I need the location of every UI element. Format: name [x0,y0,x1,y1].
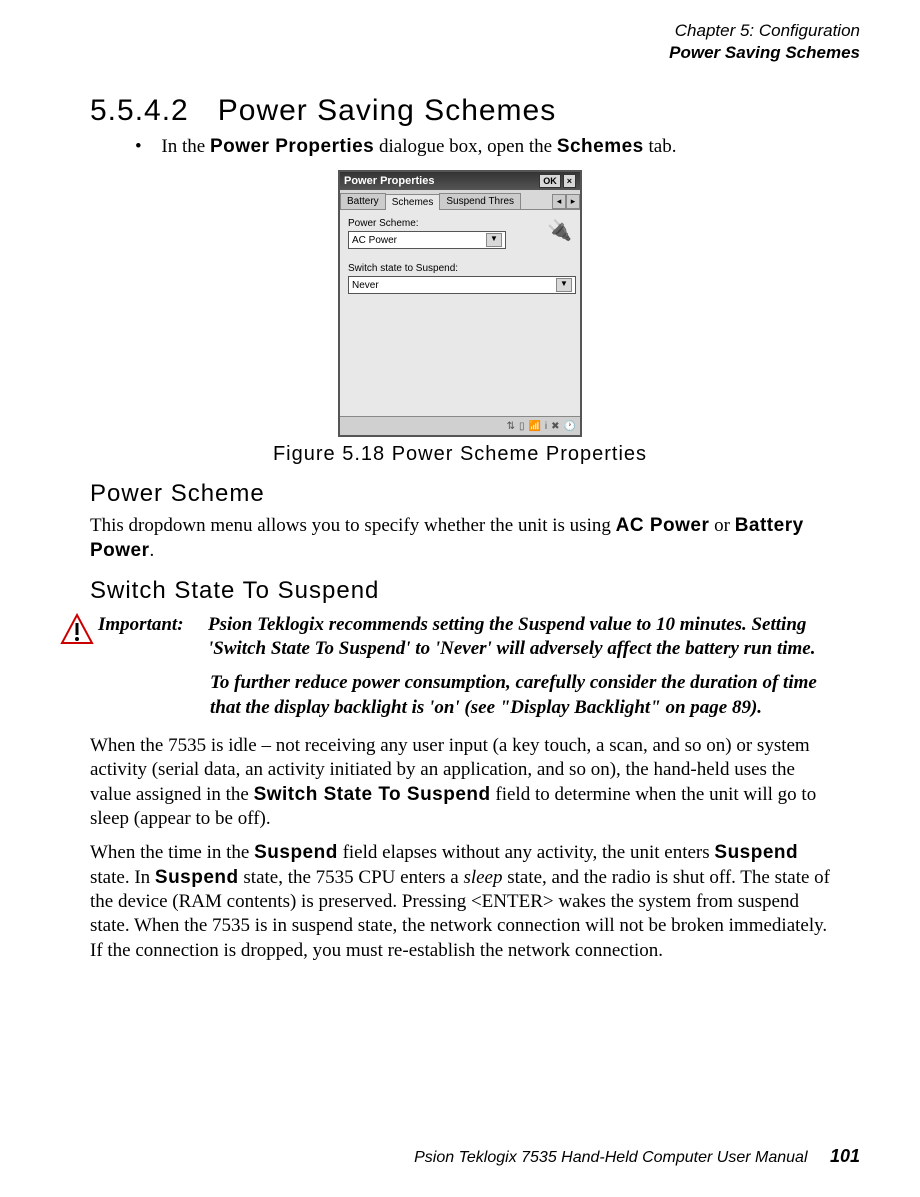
body-paragraph: When the 7535 is idle – not receiving an… [90,734,830,831]
body-paragraph: This dropdown menu allows you to specify… [90,514,830,563]
important-para1: Psion Teklogix recommends setting the Su… [208,613,825,662]
footer-text: Psion Teklogix 7535 Hand-Held Computer U… [414,1149,807,1166]
instruction-bullet: • In the Power Properties dialogue box, … [135,136,860,158]
tab-scroll-right[interactable]: ▸ [566,194,580,209]
tray-icon: 🕐 [564,421,576,432]
ui-term: Suspend [155,867,239,888]
page-footer: Psion Teklogix 7535 Hand-Held Computer U… [414,1146,860,1167]
window-title: Power Properties [344,175,434,187]
warning-icon [60,613,98,720]
tab-scroll-left[interactable]: ◂ [552,194,566,209]
power-properties-window: Power Properties OK × Battery Schemes Su… [338,170,582,437]
close-button[interactable]: × [563,174,576,188]
important-para2: To further reduce power consumption, car… [210,671,830,720]
tray-icon: ✖ [551,421,559,432]
power-scheme-select[interactable]: AC Power ▼ [348,231,506,249]
plug-icon: 🔌 [547,218,572,243]
running-header: Chapter 5: Configuration Power Saving Sc… [60,20,860,64]
power-scheme-label: Power Scheme: [348,218,572,229]
section-title: Power Saving Schemes [218,94,557,127]
dropdown-arrow-icon: ▼ [556,278,572,292]
window-body: 🔌 Power Scheme: AC Power ▼ Switch state … [340,210,580,416]
subheading-power-scheme: Power Scheme [90,480,860,508]
page-number: 101 [830,1146,860,1166]
tray-icon: ⇅ [507,421,515,432]
dropdown-arrow-icon: ▼ [486,233,502,247]
section-number: 5.5.4.2 [90,94,189,127]
chapter-label: Chapter 5: Configuration [60,20,860,42]
section-label: Power Saving Schemes [60,42,860,64]
tab-suspend-thres[interactable]: Suspend Thres [439,193,521,209]
tab-scroll: ◂ ▸ [552,194,580,209]
italic-term: sleep [463,867,502,888]
tab-schemes[interactable]: Schemes [385,194,441,210]
tray-icon: 📶 [528,421,540,432]
tray-icon: ▯ [519,421,525,432]
important-note: Important:Psion Teklogix recommends sett… [60,613,830,720]
ui-term: AC Power [616,515,710,536]
ui-term: Schemes [557,136,644,157]
power-scheme-value: AC Power [352,235,397,246]
text: dialogue box, open the [374,136,557,157]
important-text: Important:Psion Teklogix recommends sett… [98,613,830,720]
text: In the [161,136,210,157]
figure-caption: Figure 5.18 Power Scheme Properties [60,443,860,466]
ui-term: Switch State To Suspend [254,784,491,805]
text: tab. [644,136,677,157]
tab-battery[interactable]: Battery [340,193,386,209]
window-titlebar: Power Properties OK × [340,172,580,190]
important-label: Important: [98,613,208,637]
section-heading: 5.5.4.2 Power Saving Schemes [60,94,860,128]
body-paragraph: When the time in the Suspend field elaps… [90,841,830,963]
subheading-switch-state: Switch State To Suspend [90,577,860,605]
tray-icon: i [545,421,547,432]
system-tray: ⇅ ▯ 📶 i ✖ 🕐 [340,416,580,435]
switch-state-label: Switch state to Suspend: [348,263,572,274]
ui-term: Power Properties [210,136,374,157]
tab-strip: Battery Schemes Suspend Thres ◂ ▸ [340,190,580,210]
figure: Power Properties OK × Battery Schemes Su… [60,170,860,466]
switch-state-select[interactable]: Never ▼ [348,276,576,294]
switch-state-value: Never [352,280,379,291]
page: Chapter 5: Configuration Power Saving Sc… [0,0,920,1197]
ui-term: Suspend [714,842,798,863]
bullet-dot: • [135,136,142,157]
ok-button[interactable]: OK [539,174,561,188]
ui-term: Suspend [254,842,338,863]
